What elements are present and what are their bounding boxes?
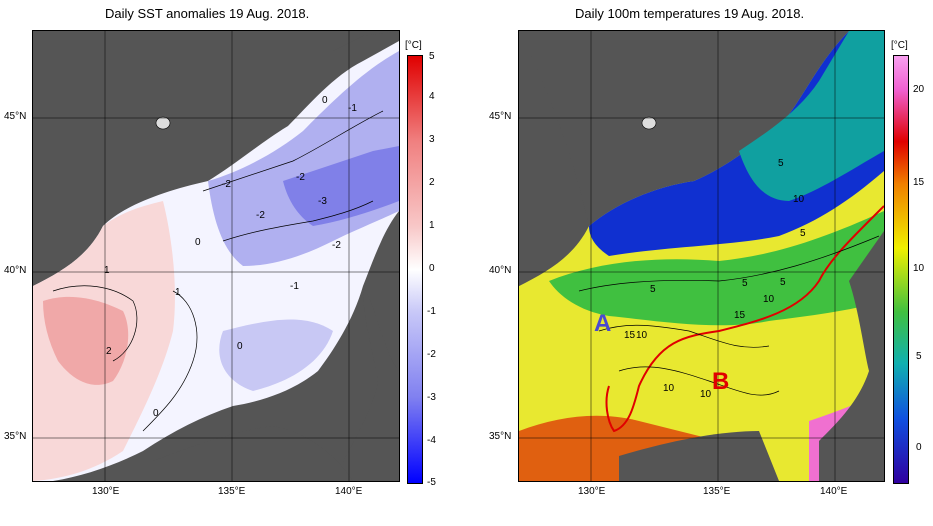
left-colorbar-unit: [°C] [405, 40, 422, 51]
contour-label: 0 [237, 341, 243, 352]
colorbar-label: 0 [916, 442, 922, 453]
contour-label: -2 [222, 179, 231, 190]
lon-label-130: 130°E [578, 486, 606, 497]
contour-label: -2 [256, 210, 265, 221]
contour-label: 10 [663, 383, 675, 394]
contour-label: 1 [175, 287, 181, 298]
colorbar-label: 1 [429, 220, 435, 231]
colorbar-label: 15 [913, 177, 925, 188]
colorbar-label: 10 [913, 263, 925, 274]
contour-label: 0 [153, 408, 159, 419]
colorbar-label: -4 [427, 435, 436, 446]
contour-label: 5 [778, 158, 784, 169]
lat-label-35: 35°N [489, 431, 512, 442]
contour-label: 10 [793, 194, 805, 205]
marker-b: B [712, 368, 730, 395]
colorbar-label: 0 [429, 263, 435, 274]
colorbar-label: -3 [427, 392, 436, 403]
right-map-title: Daily 100m temperatures 19 Aug. 2018. [575, 6, 805, 21]
colorbar-label: 20 [913, 84, 925, 95]
lon-label-135: 135°E [218, 486, 246, 497]
contour-label: 15 [734, 310, 746, 321]
colorbar-label: -5 [427, 477, 436, 488]
contour-label: 10 [700, 389, 712, 400]
contour-label: 5 [780, 277, 786, 288]
lat-label-40: 40°N [4, 265, 27, 276]
contour-label: 5 [742, 278, 748, 289]
lon-label-140: 140°E [335, 486, 363, 497]
contour-label: 2 [106, 346, 112, 357]
contour-label: 1 [104, 265, 110, 276]
sst-anomaly-colorbar [407, 55, 423, 484]
lat-label-35: 35°N [4, 431, 27, 442]
lon-label-135: 135°E [703, 486, 731, 497]
colorbar-label: 4 [429, 91, 435, 102]
contour-label: -2 [332, 240, 341, 251]
temp-colorbar [893, 55, 909, 484]
colorbar-label: 5 [916, 351, 922, 362]
marker-a: A [594, 310, 612, 337]
colorbar-label: -2 [427, 349, 436, 360]
contour-label: 10 [636, 330, 648, 341]
contour-label: -3 [318, 196, 327, 207]
contour-label: -1 [290, 281, 299, 292]
contour-label: -1 [348, 103, 357, 114]
contour-label: 5 [800, 228, 806, 239]
lat-label-45: 45°N [4, 111, 27, 122]
contour-label: 0 [322, 95, 328, 106]
colorbar-label: 5 [429, 51, 435, 62]
right-colorbar-unit: [°C] [891, 40, 908, 51]
sst-anomaly-map [32, 30, 400, 482]
temp-100m-map [518, 30, 885, 482]
contour-label: 5 [650, 284, 656, 295]
lat-label-40: 40°N [489, 265, 512, 276]
lon-label-140: 140°E [820, 486, 848, 497]
left-map-title: Daily SST anomalies 19 Aug. 2018. [105, 6, 310, 21]
lat-label-45: 45°N [489, 111, 512, 122]
contour-label: 10 [763, 294, 775, 305]
contour-label: 15 [624, 330, 636, 341]
contour-label: -2 [296, 172, 305, 183]
lon-label-130: 130°E [92, 486, 120, 497]
colorbar-label: 3 [429, 134, 435, 145]
contour-label: 0 [195, 237, 201, 248]
colorbar-label: -1 [427, 306, 436, 317]
colorbar-label: 2 [429, 177, 435, 188]
